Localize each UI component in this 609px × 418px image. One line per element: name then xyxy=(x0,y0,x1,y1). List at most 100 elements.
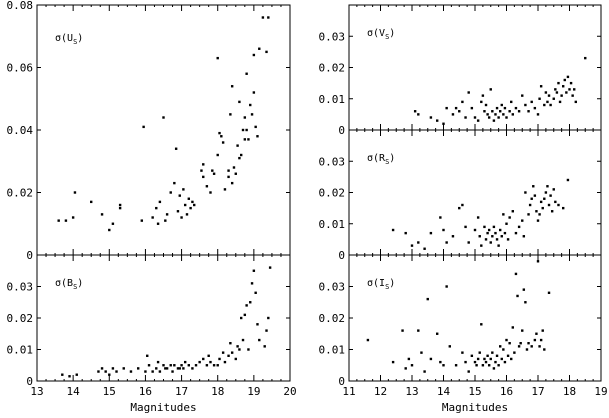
data-point xyxy=(492,225,496,229)
data-point xyxy=(111,367,115,370)
x-tick-label: 15 xyxy=(103,385,116,398)
data-point xyxy=(234,357,237,361)
data-point xyxy=(508,110,511,113)
data-point xyxy=(539,85,543,88)
data-point xyxy=(511,326,514,329)
panel-3: 0 0.01 0.02 0.03 σ(VS) xyxy=(319,4,602,137)
y-tick-label: 0 xyxy=(338,375,345,388)
data-point xyxy=(510,357,513,361)
data-point xyxy=(178,194,181,197)
data-point xyxy=(467,241,470,244)
data-point xyxy=(511,210,514,213)
data-point xyxy=(252,91,256,94)
data-point xyxy=(524,301,527,304)
data-point xyxy=(528,203,532,207)
data-point xyxy=(229,342,232,345)
data-point xyxy=(511,113,514,116)
data-point xyxy=(218,357,221,361)
data-point xyxy=(538,345,541,348)
data-point xyxy=(162,116,165,119)
panel-label-subscript: S xyxy=(73,283,77,291)
data-point xyxy=(473,228,477,232)
data-point xyxy=(230,351,234,354)
y-tick-label: 0.01 xyxy=(319,218,346,231)
data-point xyxy=(156,222,160,225)
data-point xyxy=(151,370,154,373)
data-point xyxy=(169,364,172,367)
data-point xyxy=(502,213,505,216)
data-point xyxy=(584,56,587,60)
data-point xyxy=(517,110,521,113)
data-point xyxy=(247,138,250,141)
panel-5: 0 0.01 0.02 0.03 11 12 13 14 15 16 17 18 19 σ(IS) Magn… xyxy=(319,254,608,414)
panel-4: 0 0.01 0.02 0.03 σ(RS) xyxy=(319,129,602,262)
data-point xyxy=(391,228,395,232)
data-point xyxy=(505,116,508,119)
data-point xyxy=(187,197,190,200)
data-point xyxy=(489,241,492,244)
data-point xyxy=(241,338,245,342)
data-point xyxy=(209,360,212,364)
data-point xyxy=(187,364,190,367)
data-point xyxy=(451,235,455,238)
data-point xyxy=(156,360,160,364)
data-point xyxy=(481,364,485,367)
data-point xyxy=(221,141,225,144)
x-tick-label: 14 xyxy=(437,385,451,398)
data-point xyxy=(212,364,216,367)
data-point xyxy=(241,128,245,132)
data-point xyxy=(429,357,433,361)
data-point xyxy=(423,370,426,373)
data-point xyxy=(191,200,194,204)
data-point xyxy=(569,81,573,85)
data-point xyxy=(541,206,544,210)
data-point xyxy=(191,367,194,370)
panel-label-subscript: S xyxy=(73,38,77,46)
panel-label-close: ) xyxy=(389,278,395,289)
data-point xyxy=(499,345,502,348)
data-point xyxy=(497,364,500,367)
data-point xyxy=(391,360,395,364)
data-point xyxy=(470,106,474,110)
data-point xyxy=(436,119,439,122)
data-point xyxy=(510,100,513,104)
data-point xyxy=(247,348,250,351)
data-point xyxy=(467,91,470,94)
data-point xyxy=(165,367,169,370)
data-point xyxy=(173,181,176,185)
y-tick-label: 0.03 xyxy=(7,281,34,294)
data-point xyxy=(216,364,219,367)
data-point xyxy=(267,316,270,320)
data-point xyxy=(439,216,442,219)
data-point xyxy=(245,72,248,75)
x-tick-label: 20 xyxy=(283,385,296,398)
data-point xyxy=(268,266,272,269)
data-point xyxy=(448,345,451,348)
data-point xyxy=(506,238,510,241)
data-point xyxy=(243,313,247,317)
data-point xyxy=(118,206,122,210)
data-point xyxy=(558,100,562,104)
data-point xyxy=(108,228,111,232)
data-point xyxy=(164,367,167,370)
data-point xyxy=(480,100,483,104)
y-tick-label: 0.01 xyxy=(7,344,34,357)
data-point xyxy=(491,351,494,354)
x-tick-label: 17 xyxy=(175,385,188,398)
x-tick-label: 11 xyxy=(342,385,355,398)
data-point xyxy=(568,88,571,91)
data-point xyxy=(442,122,445,125)
y-tick-label: 0.03 xyxy=(319,155,346,168)
data-point xyxy=(547,94,551,97)
data-point xyxy=(256,323,259,326)
data-point xyxy=(252,53,256,57)
data-point xyxy=(137,367,140,370)
data-point xyxy=(514,231,518,235)
data-point xyxy=(236,144,239,147)
data-point xyxy=(563,78,566,82)
data-point xyxy=(566,178,570,182)
data-point xyxy=(495,354,499,357)
data-point xyxy=(234,172,237,175)
data-point xyxy=(417,113,420,116)
data-point xyxy=(557,203,560,207)
